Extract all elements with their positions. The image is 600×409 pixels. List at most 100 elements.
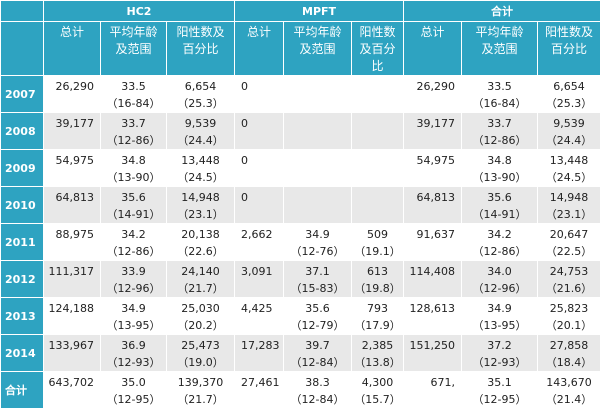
- cell-value: （21.6）: [538, 280, 600, 297]
- cell-value: 33.7: [462, 115, 537, 132]
- cell-value: （13-95）: [101, 317, 166, 334]
- column-header-line: 阳性数及: [167, 24, 234, 41]
- table-cell: [284, 76, 352, 113]
- column-header: 总计: [235, 22, 284, 76]
- cell-value: 35.6: [101, 189, 166, 206]
- cell-value: 26,290: [404, 78, 455, 95]
- cell-value: （12-86）: [101, 243, 166, 260]
- group-header-row: HC2 MPFT 合计: [1, 1, 600, 22]
- group-header-total: 合计: [404, 1, 600, 22]
- cell-value: （15-83）: [284, 280, 351, 297]
- cell-value: 24,140: [167, 263, 234, 280]
- table-cell: 34.9（12-76）: [284, 224, 352, 261]
- cell-value: 20,138: [167, 226, 234, 243]
- cell-value: 2,662: [241, 226, 283, 243]
- table-cell: 39.7（12-84）: [284, 335, 352, 372]
- table-cell: 26,290: [44, 76, 101, 113]
- corner-cell-2: [1, 22, 44, 76]
- cell-value: （19.1）: [352, 243, 403, 260]
- cell-value: （12-93）: [101, 354, 166, 371]
- table-cell: 0: [235, 76, 284, 113]
- cell-value: 14,948: [538, 189, 600, 206]
- table-cell: 9,539（24.4）: [538, 113, 600, 150]
- cell-value: （12-93）: [462, 354, 537, 371]
- cell-value: 13,448: [538, 152, 600, 169]
- cell-value: 33.5: [101, 78, 166, 95]
- cell-value: （12-76）: [284, 243, 351, 260]
- table-cell: 33.9（12-96）: [101, 261, 167, 298]
- cell-value: （14-91）: [462, 206, 537, 223]
- cell-value: （20.2）: [167, 317, 234, 334]
- table-cell: 33.5（16-84）: [462, 76, 538, 113]
- cell-value: （15.7）: [352, 391, 403, 408]
- cell-value: 0: [241, 189, 283, 206]
- column-header: 平均年龄及范围: [284, 22, 352, 76]
- cell-value: （12-96）: [101, 280, 166, 297]
- column-header-line: 总计: [235, 24, 283, 41]
- table-cell: 27,461: [235, 372, 284, 409]
- table-cell: 509（19.1）: [352, 224, 404, 261]
- cell-value: 64,813: [404, 189, 455, 206]
- cell-value: 14,948: [167, 189, 234, 206]
- cell-value: 13,448: [167, 152, 234, 169]
- cell-value: 4,300: [352, 374, 403, 391]
- cell-value: 35.0: [101, 374, 166, 391]
- cell-value: 25,030: [167, 300, 234, 317]
- cell-value: （19.0）: [167, 354, 234, 371]
- table-cell: 20,138（22.6）: [167, 224, 235, 261]
- cell-value: 35.6: [284, 300, 351, 317]
- cell-value: （25.3）: [167, 95, 234, 112]
- table-cell: 143,670（21.4）: [538, 372, 600, 409]
- cell-value: 35.6: [462, 189, 537, 206]
- table-cell: 613（19.8）: [352, 261, 404, 298]
- table-cell: 0: [235, 187, 284, 224]
- table-cell: 124,188: [44, 298, 101, 335]
- cell-value: （12-96）: [462, 280, 537, 297]
- cell-value: （23.1）: [538, 206, 600, 223]
- row-header-year: 2009: [1, 150, 44, 187]
- cell-value: 17,283: [241, 337, 283, 354]
- table-cell: 0: [235, 113, 284, 150]
- table-cell: 34.2（12-86）: [462, 224, 538, 261]
- table-cell: 3,091: [235, 261, 284, 298]
- table-cell: [352, 76, 404, 113]
- cell-value: 133,967: [44, 337, 94, 354]
- row-header-year: 2011: [1, 224, 44, 261]
- cell-value: （12-86）: [462, 243, 537, 260]
- cell-value: 34.2: [101, 226, 166, 243]
- table-cell: 24,140（21.7）: [167, 261, 235, 298]
- cell-value: 139,370: [167, 374, 234, 391]
- table-cell: 25,473（19.0）: [167, 335, 235, 372]
- cell-value: （24.5）: [538, 169, 600, 186]
- table-cell: 54,975: [404, 150, 462, 187]
- group-header-hc2: HC2: [44, 1, 235, 22]
- row-header-year: 2012: [1, 261, 44, 298]
- cell-value: （16-84）: [101, 95, 166, 112]
- column-header: 平均年龄及范围: [101, 22, 167, 76]
- table-cell: 24,753（21.6）: [538, 261, 600, 298]
- cell-value: （24.4）: [167, 132, 234, 149]
- table-cell: 4,300（15.7）: [352, 372, 404, 409]
- table-cell: 2,662: [235, 224, 284, 261]
- cell-value: 24,753: [538, 263, 600, 280]
- cell-value: （12-79）: [284, 317, 351, 334]
- cell-value: （13-90）: [101, 169, 166, 186]
- table-cell: [352, 113, 404, 150]
- cell-value: 143,670: [538, 374, 600, 391]
- column-header: 阳性数及百分比: [538, 22, 600, 76]
- cell-value: 25,823: [538, 300, 600, 317]
- cell-value: 88,975: [44, 226, 94, 243]
- cell-value: 64,813: [44, 189, 94, 206]
- table-cell: 35.6（14-91）: [101, 187, 167, 224]
- column-header: 总计: [404, 22, 462, 76]
- cell-value: 34.8: [462, 152, 537, 169]
- cell-value: 20,647: [538, 226, 600, 243]
